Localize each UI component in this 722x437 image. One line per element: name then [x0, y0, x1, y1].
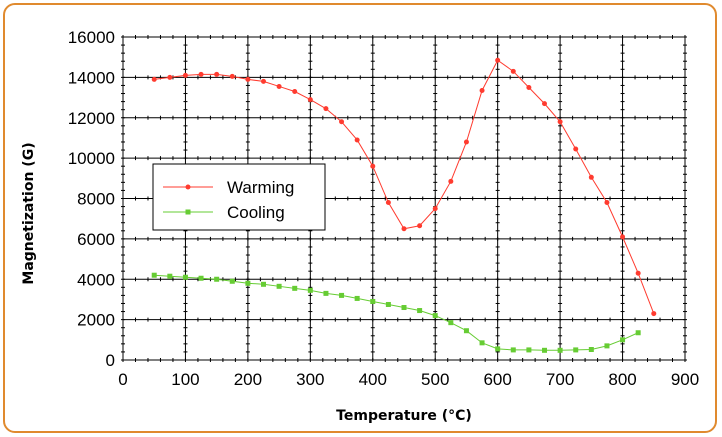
data-point-warming — [526, 84, 532, 90]
data-point-warming — [292, 89, 298, 95]
data-point-warming — [495, 57, 501, 63]
chart-frame: 0 100 200 300 400 500 600 700 800 900 0 2000 4000 600… — [3, 3, 717, 433]
data-point-warming — [448, 178, 454, 184]
data-point-cooling — [354, 295, 360, 301]
data-point-warming — [588, 174, 594, 180]
data-point-warming — [557, 119, 563, 125]
data-point-cooling — [229, 278, 235, 284]
data-point-warming — [635, 270, 641, 276]
x-axis-title: Temperature (°C) — [336, 408, 472, 424]
x-tick-label: 900 — [671, 370, 699, 389]
data-point-warming — [463, 139, 469, 145]
y-tick-label: 2000 — [77, 311, 115, 330]
data-point-cooling — [510, 347, 516, 353]
data-point-cooling — [573, 347, 579, 353]
data-point-warming — [198, 71, 204, 77]
data-point-cooling — [479, 340, 485, 346]
data-point-cooling — [245, 280, 251, 286]
data-point-warming — [432, 206, 438, 212]
y-tick-label: 12000 — [68, 109, 115, 128]
data-point-warming — [214, 71, 220, 77]
x-tick-label: 400 — [359, 370, 387, 389]
data-point-cooling — [198, 275, 204, 281]
y-tick-label: 10000 — [68, 149, 115, 168]
data-point-cooling — [604, 343, 610, 349]
data-point-warming — [276, 83, 282, 89]
y-tick-label: 8000 — [77, 190, 115, 209]
data-point-warming — [542, 101, 547, 107]
data-point-cooling — [588, 347, 594, 353]
data-point-cooling — [557, 347, 563, 353]
data-point-warming — [479, 87, 485, 93]
data-point-cooling — [261, 281, 266, 287]
data-point-cooling — [214, 276, 220, 282]
data-point-cooling — [432, 313, 438, 319]
data-point-warming — [370, 163, 376, 169]
x-tick-label: 0 — [118, 370, 127, 389]
data-point-cooling — [339, 292, 345, 298]
data-point-cooling — [370, 298, 376, 304]
x-tick-label: 600 — [483, 370, 511, 389]
data-point-warming — [245, 76, 251, 82]
data-point-cooling — [495, 346, 501, 352]
data-point-warming — [401, 226, 407, 232]
data-point-cooling — [620, 337, 626, 343]
data-point-cooling — [542, 347, 547, 353]
plot-border — [122, 36, 686, 361]
data-point-warming — [354, 137, 360, 143]
x-tick-label: 200 — [234, 370, 262, 389]
data-point-warming — [339, 119, 345, 125]
y-tick-label: 14000 — [68, 68, 115, 87]
x-tick-label: 700 — [546, 370, 574, 389]
data-point-warming — [323, 106, 329, 112]
tick-labels: 0 100 200 300 400 500 600 700 800 900 0 2000 4000 600… — [68, 28, 699, 389]
data-point-cooling — [448, 320, 454, 326]
data-point-warming — [167, 74, 173, 80]
x-tick-label: 300 — [296, 370, 324, 389]
data-point-warming — [573, 146, 579, 152]
data-point-warming — [604, 200, 610, 206]
data-point-cooling — [635, 330, 641, 336]
data-point-warming — [651, 311, 657, 317]
y-axis-title: Magnetization (G) — [21, 142, 37, 284]
data-point-cooling — [401, 305, 407, 311]
data-point-warming — [385, 200, 391, 206]
y-tick-label: 16000 — [68, 28, 115, 47]
series-layer — [151, 57, 657, 353]
data-point-cooling — [276, 283, 282, 289]
data-point-cooling — [292, 285, 298, 291]
data-point-cooling — [307, 287, 313, 293]
legend: Warming Cooling — [152, 163, 326, 231]
legend-label-cooling: Cooling — [227, 203, 285, 222]
data-point-cooling — [463, 328, 469, 334]
data-point-cooling — [323, 290, 329, 296]
x-tick-label: 500 — [421, 370, 449, 389]
x-tick-label: 800 — [608, 370, 636, 389]
series-line-cooling — [154, 274, 639, 351]
data-point-cooling — [167, 273, 173, 279]
legend-label-warming: Warming — [227, 178, 294, 197]
data-point-cooling — [151, 272, 157, 278]
data-point-cooling — [385, 301, 391, 307]
data-point-cooling — [182, 274, 188, 280]
data-point-warming — [510, 68, 516, 74]
y-tick-label: 4000 — [77, 270, 115, 289]
data-point-cooling — [417, 308, 423, 314]
legend-marker-cooling — [185, 209, 191, 215]
x-tick-label: 100 — [171, 370, 199, 389]
magnetization-chart: 0 100 200 300 400 500 600 700 800 900 0 2000 4000 600… — [21, 28, 699, 424]
data-point-warming — [229, 73, 235, 79]
data-point-cooling — [526, 347, 532, 353]
data-point-warming — [261, 78, 266, 84]
legend-marker-warming — [185, 184, 191, 190]
data-point-warming — [151, 76, 157, 82]
y-tick-label: 0 — [106, 351, 115, 370]
data-point-warming — [182, 72, 188, 78]
data-point-warming — [307, 97, 313, 103]
legend-box — [152, 163, 326, 231]
data-point-warming — [620, 234, 626, 240]
y-tick-label: 6000 — [77, 230, 115, 249]
data-point-warming — [417, 223, 423, 229]
